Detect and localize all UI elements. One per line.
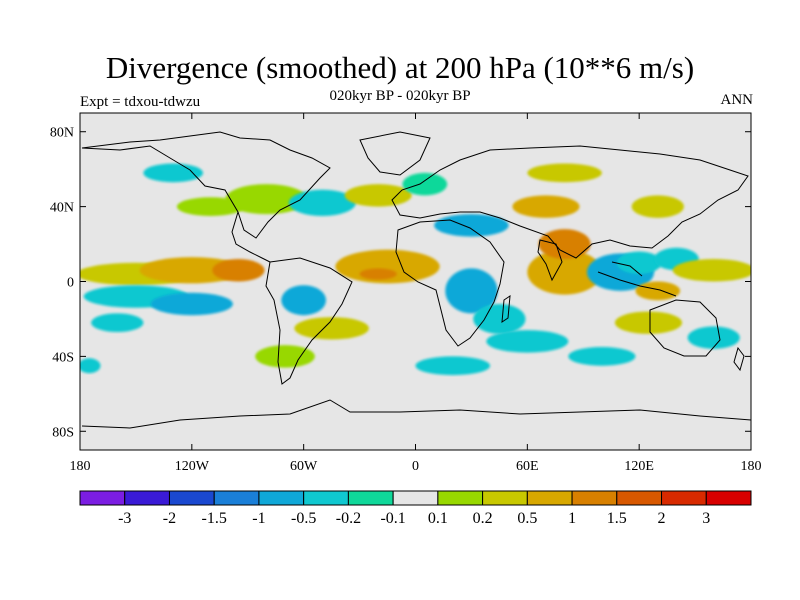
x-tick-label: 180 <box>741 459 762 474</box>
divergence-region <box>212 259 265 282</box>
divergence-region <box>512 195 580 218</box>
colorbar-label: 3 <box>702 510 710 527</box>
coast-madagascar <box>501 295 511 323</box>
coast-indonesia <box>597 261 677 297</box>
x-tick-label: 0 <box>412 459 419 474</box>
divergence-region <box>445 268 498 314</box>
divergence-region <box>538 229 591 260</box>
divergence-region <box>687 326 740 349</box>
divergence-region <box>527 249 602 295</box>
divergence-region <box>143 163 204 183</box>
divergence-region <box>150 292 233 316</box>
coast-central-america <box>231 211 271 263</box>
coast-north-america <box>81 131 331 239</box>
colorbar-swatch <box>168 490 215 506</box>
x-tick-label: 60E <box>516 459 539 474</box>
y-tick-label: 0 <box>67 276 74 291</box>
chart-subtitle: 020kyr BP - 020kyr BP <box>329 88 471 104</box>
colorbar-swatch <box>258 490 305 506</box>
divergence-region <box>672 259 751 282</box>
divergence-region <box>616 251 662 275</box>
divergence-region <box>527 163 602 183</box>
colorbar-swatch <box>303 490 349 506</box>
coast-antarctica <box>81 399 751 429</box>
divergence-region <box>344 184 412 207</box>
colorbar-label: -2 <box>163 510 176 527</box>
x-tick-label: 60W <box>290 459 318 474</box>
colorbar-label: 0.2 <box>473 510 493 527</box>
colorbar-swatch <box>571 490 618 506</box>
divergence-region <box>288 189 356 216</box>
colorbar-label: 0.5 <box>517 510 537 527</box>
colorbar-swatch <box>79 490 126 506</box>
divergence-region <box>614 311 683 334</box>
colorbar-label: -0.1 <box>380 510 405 527</box>
divergence-region <box>434 214 509 237</box>
divergence-region <box>486 330 569 353</box>
coast-new-zealand <box>733 346 745 372</box>
colorbar-swatch <box>392 490 439 506</box>
colorbar-swatch <box>661 490 707 506</box>
divergence-region <box>473 303 526 334</box>
divergence-region <box>294 317 369 340</box>
colorbar-swatch <box>482 490 528 506</box>
divergence-region <box>631 195 684 218</box>
colorbar-swatch <box>616 490 663 506</box>
season-label: ANN <box>720 92 754 108</box>
colorbar-label: 0.1 <box>428 510 448 527</box>
divergence-region <box>80 358 101 374</box>
x-tick-label: 120E <box>624 459 654 474</box>
colorbar-swatch <box>347 490 394 506</box>
colorbar-label: -0.2 <box>336 510 361 527</box>
divergence-region <box>415 356 491 376</box>
divergence-region <box>402 172 448 196</box>
colorbar-label: 1.5 <box>607 510 627 527</box>
y-tick-label: 40N <box>50 201 74 216</box>
coast-africa <box>395 219 505 347</box>
divergence-region <box>255 345 315 368</box>
colorbar-label: 2 <box>658 510 666 527</box>
colorbar-swatch <box>437 490 484 506</box>
colorbar: -3 -2 -1.5 -1 -0.5 -0.2 -0.1 0.1 0.2 0.5 1 1.5 2 3 <box>79 490 752 527</box>
colorbar-label: 1 <box>568 510 576 527</box>
colorbar-label: -0.5 <box>291 510 316 527</box>
divergence-fields <box>80 163 751 376</box>
y-tick-label: 80N <box>50 126 74 141</box>
colorbar-label: -3 <box>118 510 131 527</box>
y-tick-label: 40S <box>52 350 74 365</box>
divergence-region <box>281 285 327 316</box>
divergence-region <box>635 281 681 301</box>
y-tick-label: 80S <box>52 425 74 440</box>
coast-india <box>537 239 563 282</box>
x-tick-label: 120W <box>175 459 210 474</box>
colorbar-swatch <box>213 490 260 506</box>
chart-title: Divergence (smoothed) at 200 hPa (10**6 … <box>105 50 695 85</box>
map-axes: 180 120W 60W 0 60E 120E 180 80N 40N 0 40S 80S <box>50 113 762 474</box>
colorbar-label: -1 <box>252 510 265 527</box>
divergence-region <box>91 313 144 333</box>
coast-south-america <box>265 257 353 385</box>
coast-europe-asia <box>391 145 749 259</box>
coastlines <box>81 131 751 429</box>
divergence-region <box>359 268 397 280</box>
colorbar-label: -1.5 <box>202 510 227 527</box>
experiment-label: Expt = tdxou-tdwzu <box>80 94 201 110</box>
coast-greenland <box>359 131 431 176</box>
colorbar-swatch <box>124 490 170 506</box>
coast-australia <box>649 299 721 357</box>
colorbar-swatch <box>526 490 573 506</box>
colorbar-swatch <box>705 490 752 506</box>
divergence-region <box>568 347 636 366</box>
x-tick-label: 180 <box>70 459 91 474</box>
